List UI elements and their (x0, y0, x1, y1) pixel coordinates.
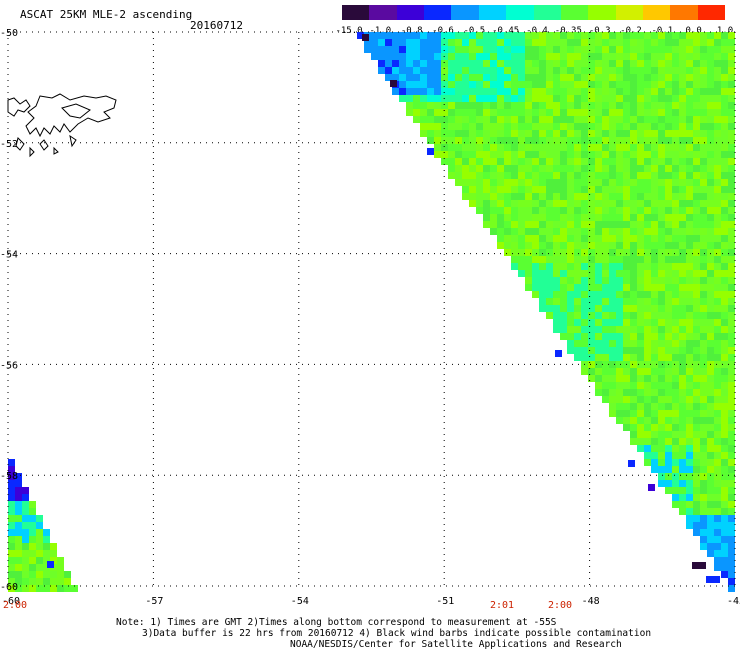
time-label-mid: 2:01 (490, 600, 515, 611)
latitude-label: -60 (0, 582, 18, 593)
latitude-label: -54 (0, 250, 18, 261)
color-scale-tick-label: -15.0 (335, 26, 363, 36)
color-scale-swatch (342, 5, 370, 20)
color-scale-tick-label: 1.0 (716, 26, 734, 36)
latitude-label: -52 (0, 139, 18, 150)
color-scale-swatch (506, 5, 534, 20)
color-scale-swatch (369, 5, 397, 20)
color-scale-swatch (560, 5, 589, 20)
time-label-left: 2:00 (3, 600, 28, 611)
lat-lon-grid (7, 31, 736, 587)
falkland-islands-coastline (7, 93, 117, 158)
map-title: ASCAT 25KM MLE-2 ascending (20, 8, 193, 21)
color-scale-tick-label: -0.4 (526, 26, 548, 36)
latitude-label: -58 (0, 471, 18, 482)
color-scale-swatch (697, 5, 726, 20)
color-scale-swatch (615, 5, 643, 20)
longitude-label: -54 (291, 596, 309, 607)
color-scale-swatch (424, 5, 452, 20)
color-scale-tick-label: -0.2 (620, 26, 642, 36)
longitude-label: -57 (145, 596, 163, 607)
color-scale-swatch (478, 5, 507, 20)
color-scale-tick-label: -0.3 (588, 26, 611, 36)
color-scale-swatch (533, 5, 561, 20)
note-line-2: 3)Data buffer is 22 hrs from 20160712 4)… (142, 628, 652, 639)
map-date: 20160712 (190, 19, 243, 32)
color-scale-bar (342, 5, 726, 20)
color-scale-tick-label: -0.1 (651, 26, 674, 36)
color-scale-tick-label: -0.6 (432, 26, 454, 36)
latitude-label: -50 (0, 28, 18, 39)
longitude-label: -60 (2, 596, 20, 607)
color-scale-tick-label: 0.0 (685, 26, 702, 36)
note-line-3: NOAA/NESDIS/Center for Satellite Applica… (290, 639, 622, 650)
color-scale-tick-label: -0.45 (492, 26, 520, 36)
color-scale-swatch (396, 5, 425, 20)
color-scale-tick-label: -0.35 (554, 26, 582, 36)
color-scale-swatch (642, 5, 671, 20)
time-label-right: 2:00 (548, 600, 573, 611)
color-scale-tick-label: -0.8 (400, 26, 423, 36)
longitude-label: -45 (727, 596, 740, 607)
color-scale-swatch (588, 5, 616, 20)
color-scale-swatch (670, 5, 698, 20)
latitude-label: -56 (0, 360, 18, 371)
data-swath (8, 32, 735, 592)
color-scale-tick-label: -1.0 (369, 26, 392, 36)
color-scale-tick-label: -0.5 (463, 26, 486, 36)
color-scale-swatch (451, 5, 479, 20)
color-scale-labels: -15.0 -1.0 -0.8 -0.6 -0.5 -0.45 -0.4 -0.35 -0.3-… (0, 26, 740, 38)
note-line-1: Note: 1) Times are GMT 2)Times along bot… (116, 617, 557, 628)
longitude-label: -51 (436, 596, 454, 607)
longitude-label: -48 (582, 596, 600, 607)
